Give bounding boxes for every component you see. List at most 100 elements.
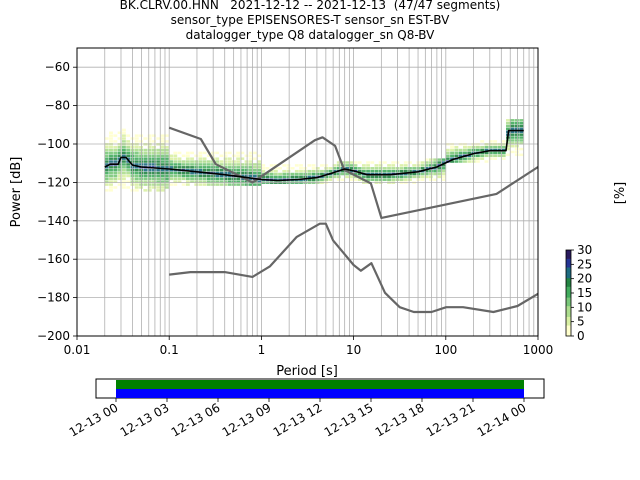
colorbar-step	[566, 325, 571, 328]
density-cell	[454, 151, 459, 155]
density-cell	[113, 177, 118, 181]
density-cell	[223, 174, 228, 178]
density-cell	[223, 180, 228, 183]
density-cell	[121, 151, 126, 155]
density-cell	[121, 166, 126, 169]
density-cell	[336, 167, 341, 170]
density-cell	[361, 164, 366, 167]
density-cell	[370, 167, 375, 170]
density-cell	[173, 174, 178, 178]
density-cell	[307, 178, 312, 182]
density-cell	[164, 166, 169, 169]
density-cell	[514, 153, 519, 157]
density-cell	[240, 174, 245, 178]
density-cell	[104, 171, 109, 175]
density-cell	[378, 178, 383, 182]
density-cell	[206, 174, 211, 178]
density-cell	[147, 163, 152, 166]
density-cell	[463, 151, 467, 155]
density-cell	[366, 161, 370, 164]
density-cell	[156, 137, 161, 140]
density-cell	[429, 164, 433, 167]
density-cell	[519, 130, 524, 134]
density-cell	[126, 174, 131, 178]
density-cell	[121, 174, 126, 178]
density-cell	[109, 180, 113, 183]
density-cell	[458, 157, 463, 160]
density-cell	[399, 178, 404, 182]
density-cell	[519, 127, 524, 131]
density-cell	[286, 172, 291, 176]
density-cell	[147, 183, 152, 186]
density-cell	[121, 177, 126, 181]
colorbar-step	[566, 275, 571, 279]
timeline-tick-label: 12-13 00	[67, 400, 121, 439]
colorbar-step	[566, 293, 571, 296]
density-cell	[177, 174, 182, 178]
density-cell	[223, 183, 228, 186]
density-cell	[387, 178, 391, 182]
density-cell	[190, 177, 194, 181]
y-tick-label: −80	[45, 99, 70, 113]
density-cell	[236, 177, 241, 181]
density-cell	[408, 167, 412, 170]
colorbar-step	[566, 271, 571, 274]
density-cell	[429, 178, 433, 182]
density-cell	[429, 169, 433, 173]
density-cell	[437, 172, 442, 176]
density-cell	[506, 119, 511, 122]
density-cell	[399, 175, 404, 179]
density-cell	[104, 151, 109, 155]
density-cell	[441, 172, 446, 176]
density-cell	[113, 148, 118, 152]
density-cell	[501, 157, 506, 160]
density-cell	[143, 189, 148, 192]
density-cell	[445, 157, 450, 160]
density-cell	[514, 150, 519, 154]
density-cell	[349, 161, 354, 164]
density-cell	[307, 164, 312, 167]
density-cell	[134, 177, 139, 181]
density-cell	[219, 154, 224, 158]
density-cell	[311, 164, 316, 167]
density-cell	[506, 142, 511, 145]
density-cell	[164, 163, 169, 166]
density-cell	[248, 171, 253, 175]
density-cell	[109, 157, 113, 160]
density-cell	[143, 180, 148, 183]
density-cell	[164, 168, 169, 172]
density-cell	[467, 151, 472, 155]
density-cell	[514, 119, 519, 122]
density-cell	[117, 166, 122, 169]
density-cell	[391, 164, 396, 167]
density-cell	[433, 169, 438, 173]
colorbar-step	[566, 273, 571, 277]
new-low-noise-model-line	[169, 222, 539, 314]
density-cell	[269, 164, 274, 167]
density-cell	[514, 124, 519, 128]
density-cell	[391, 178, 396, 182]
density-cell	[510, 142, 515, 145]
density-cell	[345, 167, 350, 170]
density-cell	[152, 177, 156, 181]
colorbar-step	[566, 333, 571, 337]
density-cell	[113, 160, 118, 163]
density-cell	[366, 164, 370, 167]
density-cell	[126, 168, 131, 172]
density-cell	[164, 154, 169, 158]
density-cell	[164, 183, 169, 186]
density-cell	[294, 164, 299, 167]
density-cell	[152, 183, 156, 186]
density-cell	[160, 168, 165, 172]
density-cell	[113, 145, 118, 149]
colorbar-step	[566, 310, 571, 313]
density-cell	[117, 157, 122, 160]
density-cell	[206, 154, 211, 158]
density-cell	[315, 172, 320, 176]
density-cell	[257, 160, 261, 163]
density-cell	[202, 174, 207, 178]
density-cell	[198, 163, 203, 166]
density-cell	[121, 131, 126, 134]
density-cell	[206, 166, 211, 169]
